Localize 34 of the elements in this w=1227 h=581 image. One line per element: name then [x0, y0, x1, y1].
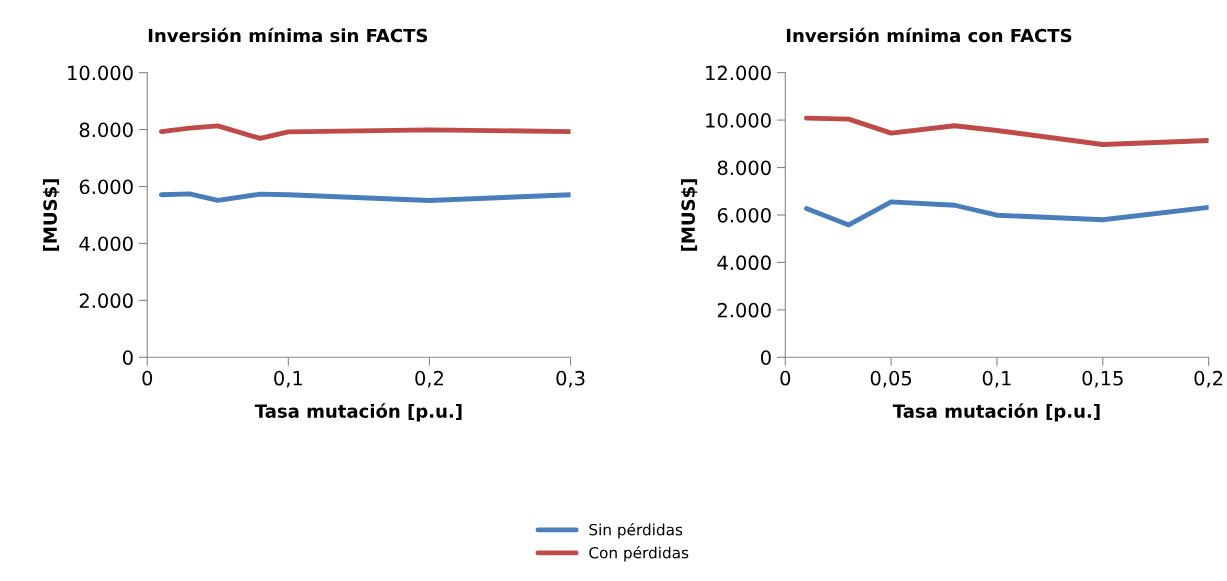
y-tick-label: 6.000: [717, 207, 771, 223]
y-tick-label: 0: [122, 350, 133, 365]
x-tick-label: 0,3: [556, 370, 585, 388]
legend-label: Con pérdidas: [589, 546, 689, 562]
y-tick-label: 4.000: [717, 255, 771, 271]
y-tick-label: 0: [761, 350, 771, 365]
y-tick-label: 2.000: [717, 302, 771, 318]
x-tick-label: 0,05: [870, 370, 912, 388]
chart-title: Inversión mínima con FACTS: [786, 27, 1072, 43]
y-tick-label: 10.000: [68, 65, 133, 81]
y-tick-label: 10.000: [706, 113, 771, 128]
y-tick-label: 8.000: [79, 122, 133, 138]
x-tick-label: 0,1: [982, 370, 1011, 388]
x-axis-title: Tasa mutación [p.u.]: [254, 403, 462, 422]
x-tick-label: 0,2: [1194, 370, 1223, 388]
line-series: [804, 115, 1209, 147]
line-series: [158, 191, 571, 203]
legend-label: Sin pérdidas: [589, 523, 683, 539]
x-tick-label: 0: [142, 370, 153, 386]
line-series: [158, 123, 571, 141]
line-series: [804, 199, 1209, 228]
y-tick-label: 12.000: [706, 65, 771, 81]
x-axis-title: Tasa mutación [p.u.]: [892, 403, 1100, 422]
x-tick-label: 0,15: [1082, 370, 1123, 388]
y-axis-title: [MUS$]: [42, 179, 60, 251]
y-tick-label: 4.000: [79, 236, 133, 252]
x-tick-label: 0,1: [274, 370, 303, 388]
y-axis-title: [MUS$]: [681, 179, 698, 251]
y-tick-label: 2.000: [79, 293, 133, 309]
y-tick-label: 8.000: [717, 160, 771, 176]
y-tick-label: 6.000: [79, 179, 133, 195]
x-tick-label: 0,2: [415, 370, 443, 388]
x-tick-label: 0: [780, 370, 791, 386]
chart-title: Inversión mínima sin FACTS: [148, 27, 428, 43]
